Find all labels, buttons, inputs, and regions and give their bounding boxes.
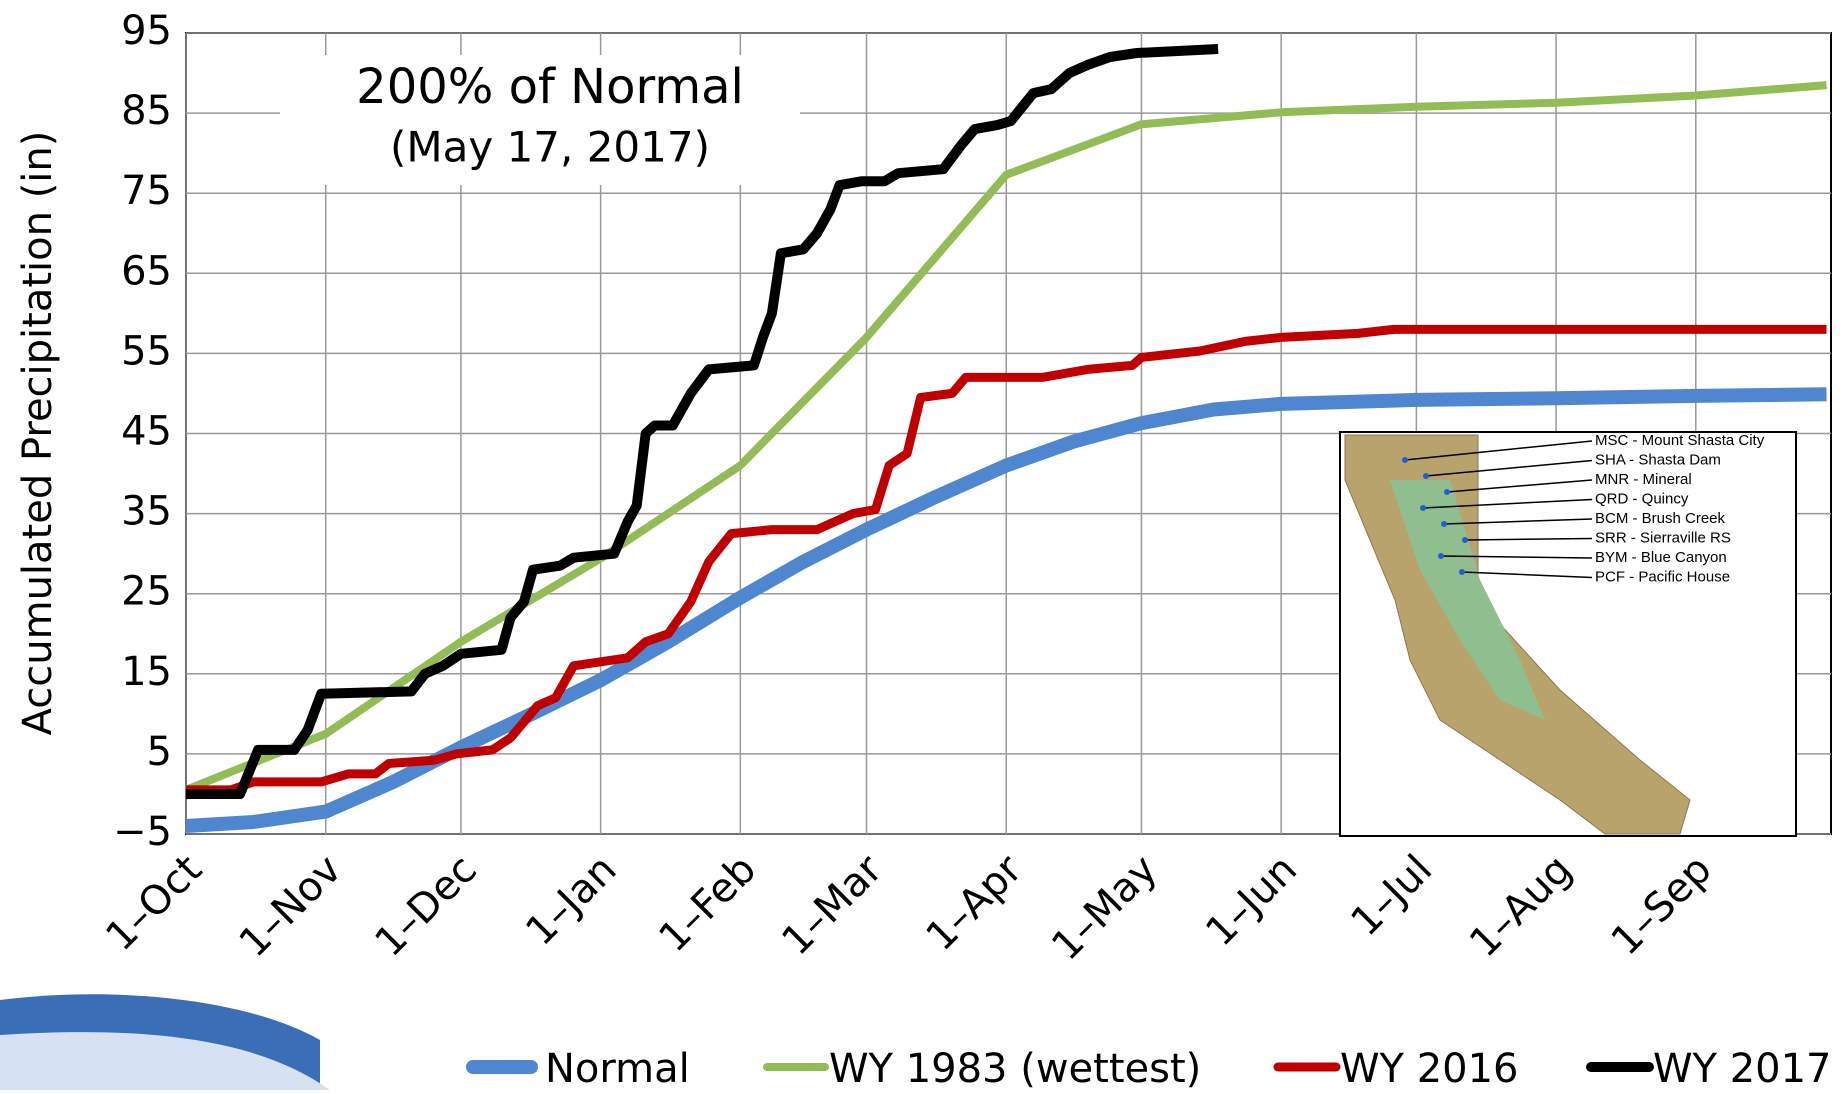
leader-line (1404, 440, 1593, 461)
leader-line (1440, 555, 1593, 559)
line (185, 387, 1827, 833)
y-tick-label: 5 (147, 729, 172, 775)
x-tick-label: 1–Apr (917, 846, 1031, 960)
inset-map: MSC - Mount Shasta City SHA - Shasta Dam M… (1339, 431, 1797, 837)
station (1423, 473, 1429, 479)
y-tick-label: 45 (121, 409, 172, 455)
annotation: 200% of Normal (356, 59, 744, 115)
leader-line (1461, 571, 1593, 579)
leader-line (1443, 518, 1593, 525)
station (1441, 521, 1447, 527)
x-tick-label: 1–Mar (773, 846, 891, 964)
x-tick-label: 1–Jul (1342, 846, 1441, 945)
y-tick-label: 85 (121, 88, 172, 134)
annotation-box (280, 55, 800, 185)
inset-label: PCF - Pacific House (1595, 568, 1730, 585)
leader-line (1422, 498, 1593, 509)
station (1459, 569, 1465, 575)
x-tick-label: 1–Nov (231, 846, 351, 966)
legend-label: Normal (545, 1046, 690, 1090)
inset-label: MNR - Mineral (1595, 471, 1692, 488)
y-tick-label: −5 (113, 809, 172, 855)
station (1444, 489, 1450, 495)
station (1420, 505, 1426, 511)
leader-line (1446, 479, 1593, 493)
x-tick-label: 1–Feb (650, 846, 765, 961)
y-tick-label: 35 (121, 489, 172, 535)
inset-label: SRR - Sierraville RS (1595, 529, 1731, 546)
leader-line (1425, 459, 1593, 477)
annotation-date: (May 17, 2017) (390, 123, 710, 172)
y-tick-label: 95 (121, 8, 172, 54)
decoration (0, 1032, 330, 1090)
x-tick-label: 1–May (1043, 846, 1166, 969)
line (184, 81, 1827, 794)
y-tick-label: 65 (121, 248, 172, 294)
x-tick-label: 1–Sep (1603, 846, 1721, 964)
map-valley (1390, 480, 1545, 720)
station (1438, 553, 1444, 559)
legend-label: WY 1983 (wettest) (829, 1046, 1201, 1090)
y-tick-label: 25 (121, 569, 172, 615)
x-tick-label: 1–Oct (97, 846, 211, 960)
legend-label: WY 2017 (1653, 1046, 1832, 1090)
station (1462, 537, 1468, 543)
y-axis-label: Accumulated Precipitation (in) (15, 131, 61, 736)
inset-label: BYM - Blue Canyon (1595, 549, 1727, 566)
x-tick-label: 1–Aug (1461, 846, 1581, 966)
station (1402, 457, 1408, 463)
y-tick-label: 75 (121, 168, 172, 214)
y-tick-label: 15 (121, 649, 172, 695)
x-tick-label: 1–Jun (1197, 846, 1306, 955)
y-tick-label: 55 (121, 328, 172, 374)
inset-label: SHA - Shasta Dam (1595, 451, 1721, 468)
x-tick-label: 1–Dec (366, 846, 485, 965)
x-tick-label: 1–Jan (517, 846, 625, 954)
line (186, 44, 1219, 799)
line (186, 324, 1827, 795)
inset-label: QRD - Quincy (1595, 490, 1689, 507)
leader-line (1464, 537, 1593, 541)
inset-label: BCM - Brush Creek (1595, 510, 1726, 527)
legend-label: WY 2016 (1340, 1046, 1519, 1090)
inset-label: MSC - Mount Shasta City (1595, 432, 1765, 449)
